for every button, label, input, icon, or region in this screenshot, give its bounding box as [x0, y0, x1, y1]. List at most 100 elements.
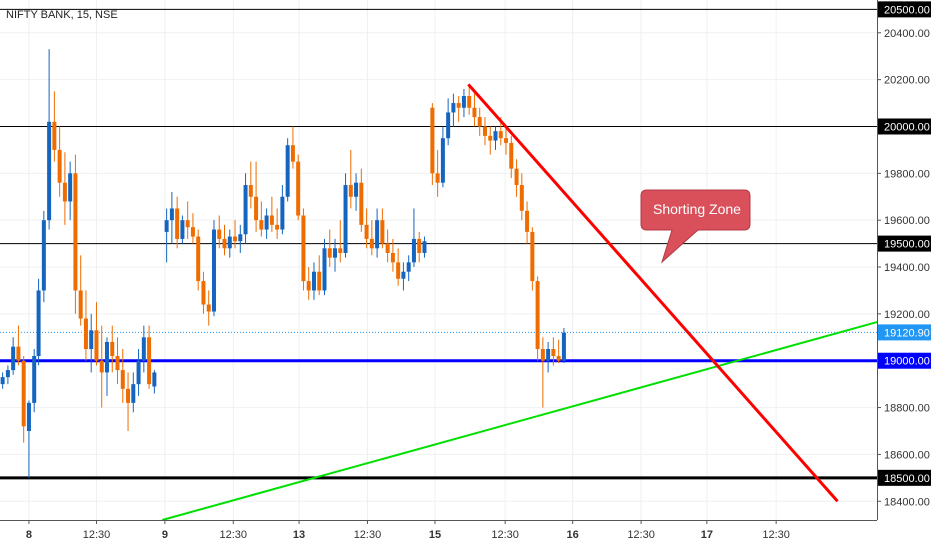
candle [62, 152, 67, 225]
candle [238, 224, 243, 253]
candle [175, 196, 180, 249]
candle-body [525, 210, 530, 232]
candle-body [16, 346, 21, 361]
candle [57, 126, 62, 197]
candle [89, 313, 94, 373]
candle-body [556, 356, 561, 361]
y-tick-label: 19600.00 [884, 215, 930, 227]
candle-body [338, 248, 343, 253]
candle [104, 337, 109, 396]
candle-body [285, 145, 290, 197]
trendlines [161, 83, 878, 521]
price-badge-box [878, 1, 931, 18]
candle-body [311, 271, 316, 291]
candle-body [375, 220, 380, 249]
candle-body [110, 341, 115, 357]
candle [456, 96, 461, 122]
candle [185, 201, 190, 239]
callout-text: Shorting Zone [653, 201, 741, 217]
y-axis: 18400.00 18600.00 18800.00 19000.00 19200.00… [877, 28, 930, 508]
candle-body [290, 145, 295, 162]
price-badge-label: 19120.90 [884, 327, 930, 339]
candle [322, 238, 327, 296]
candle-body [190, 227, 195, 237]
candle [446, 98, 451, 146]
candle-body [126, 388, 131, 403]
candle [519, 173, 524, 221]
candle-body [488, 135, 493, 141]
candle [120, 349, 125, 403]
candle [136, 349, 141, 396]
candle-body [141, 337, 146, 361]
candle [364, 208, 369, 249]
candle-body [333, 248, 338, 258]
candle [406, 255, 411, 282]
candle [359, 168, 364, 232]
candle [259, 201, 264, 237]
candle [99, 325, 104, 408]
candle [78, 255, 83, 326]
candle-body [206, 304, 211, 312]
candle-body [561, 332, 566, 361]
candle [482, 117, 487, 146]
candle [243, 173, 248, 244]
candle [354, 173, 359, 211]
candle-body [21, 360, 26, 427]
candle-body [322, 248, 327, 291]
callout[interactable]: Shorting Zone [640, 189, 751, 264]
candle [327, 229, 332, 268]
candle [509, 135, 514, 179]
y-tick-label: 19200.00 [884, 309, 930, 321]
price-badge: 20000.00 [878, 118, 931, 135]
callout-shape [640, 189, 751, 264]
candle-body [78, 290, 83, 319]
price-badge: 20500.00 [878, 1, 931, 18]
candle [493, 126, 498, 150]
candle-body [169, 208, 174, 221]
candle-body [217, 229, 222, 239]
chart-title: NIFTY BANK, 15, NSE [6, 9, 118, 21]
candle [47, 49, 52, 230]
candle-body [147, 337, 152, 385]
y-tick-label: 19800.00 [884, 168, 930, 180]
x-tick-label: 12:30 [83, 529, 111, 541]
candle-body [472, 107, 477, 118]
candle [147, 325, 152, 389]
price-badge: 19500.00 [878, 235, 931, 252]
candle [21, 356, 26, 443]
candle-body [52, 121, 57, 150]
candle-body [435, 173, 440, 183]
candle-body [401, 271, 406, 279]
candle [41, 210, 46, 303]
candle [561, 327, 566, 364]
candle-body [62, 182, 67, 202]
candle [36, 278, 41, 366]
price-badge-label: 20000.00 [884, 121, 930, 133]
candle [73, 154, 78, 314]
candle-body [535, 281, 540, 350]
candle [196, 229, 201, 291]
candle-body [504, 138, 509, 143]
candle [227, 229, 232, 258]
price-badge-box [878, 324, 931, 341]
candle [488, 126, 493, 155]
candle-body [196, 236, 201, 282]
candle-body [430, 107, 435, 174]
candle-body [227, 236, 232, 249]
candle [401, 262, 406, 291]
candle-body [11, 346, 16, 371]
candle [461, 89, 466, 118]
candle-body [456, 103, 461, 108]
candle-body [493, 131, 498, 141]
candle [546, 341, 551, 373]
x-tick-label: 12:30 [627, 529, 655, 541]
candle [190, 213, 195, 244]
candle-body [380, 220, 385, 244]
x-tick-label: 12:30 [354, 529, 382, 541]
candle-body [396, 262, 401, 279]
candle [5, 365, 10, 385]
candle [540, 337, 545, 408]
candle-body [68, 173, 73, 202]
candle [164, 208, 169, 263]
